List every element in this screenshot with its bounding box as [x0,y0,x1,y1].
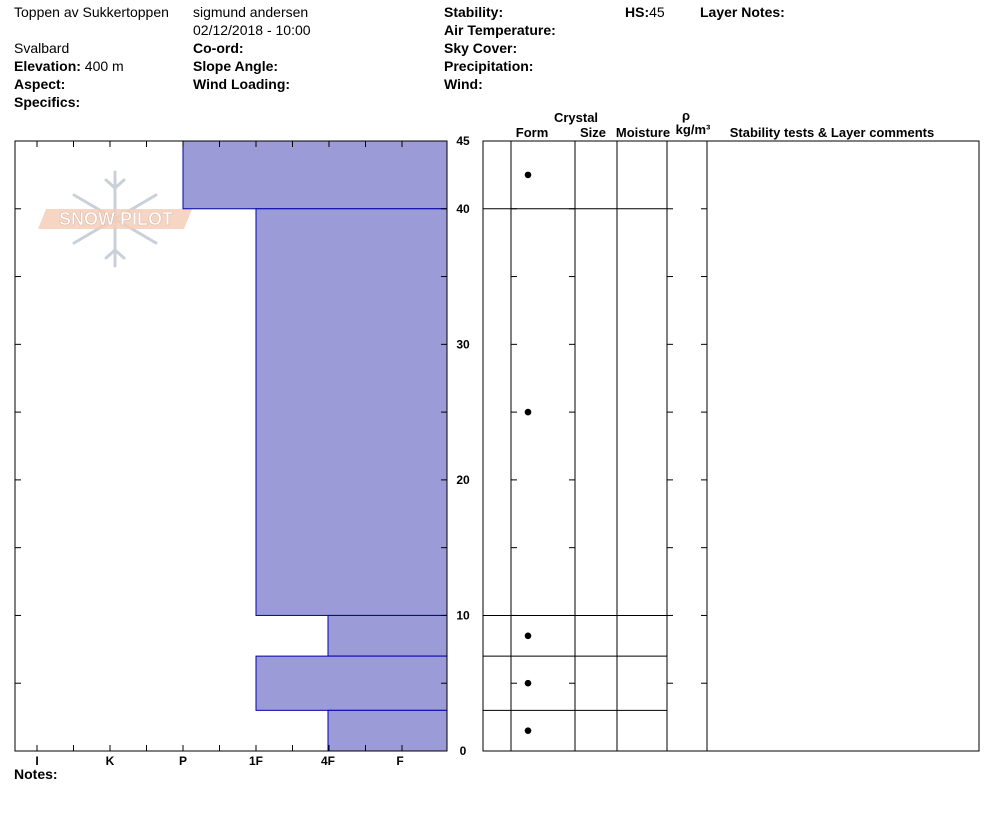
aspect-label: Aspect: [14,76,66,92]
precipitation-label: Precipitation: [444,58,534,74]
wind-label: Wind: [444,76,483,92]
hs-row: HS:45 [625,4,665,20]
elevation-row: Elevation: 400 m [14,58,124,74]
hardness-label: P [179,754,187,768]
observer-name: sigmund andersen [193,4,309,20]
height-axis-labels: 0 10 20 30 40 45 [456,134,470,758]
hs-value: 45 [649,4,665,20]
logo-banner [38,209,192,229]
elevation-label: Elevation: [14,58,81,74]
density-unit-header: kg/m³ [676,122,711,137]
left-height-ticks [15,140,447,684]
moisture-header: Moisture [616,125,670,140]
top-hardness-ticks [36,141,403,751]
hardness-layer [255,208,448,616]
crystal-header: Crystal [554,110,598,125]
crystal-form-mark [524,632,532,640]
layer-table-lines [483,140,708,751]
height-label: 0 [460,744,467,758]
height-label: 40 [456,202,470,216]
hardness-layer [327,709,448,752]
layer-table-ticks [511,140,707,684]
stability-label: Stability: [444,4,504,20]
comments-header: Stability tests & Layer comments [730,125,934,140]
crystal-form-mark [524,679,532,687]
hardness-axis-labels: I K P 1F 4F F [35,754,403,768]
hardness-plot-frame [14,140,448,752]
layer-table-frame [482,140,980,752]
hardness-layer [327,614,448,657]
crystal-form-mark [524,408,532,416]
size-header: Size [580,125,606,140]
crystal-form-marks [524,171,532,734]
hardness-layer [255,655,448,711]
crystal-form-mark [524,171,532,179]
elevation-value: 400 m [84,58,124,74]
density-symbol: ρ [682,108,690,123]
hardness-layer [182,140,448,210]
notes-label: Notes: [14,766,58,782]
height-label: 10 [456,608,470,622]
logo-text: SNOW PILOT [59,209,173,229]
hardness-label: 4F [321,754,335,768]
location-name: Toppen av Sukkertoppen [14,4,169,20]
hardness-label: I [35,754,38,768]
slope-angle-label: Slope Angle: [193,58,279,74]
height-label: 30 [456,337,470,351]
sky-cover-label: Sky Cover: [444,40,518,56]
hardness-label: 1F [249,754,263,768]
layer-notes-label: Layer Notes: [700,4,785,20]
hs-label: HS: [625,4,650,20]
observation-datetime: 02/12/2018 - 10:00 [193,22,311,38]
air-temperature-label: Air Temperature: [444,22,556,38]
height-label: 20 [456,473,470,487]
crystal-form-mark [524,727,532,734]
height-label: 45 [456,134,470,148]
specifics-label: Specifics: [14,94,81,110]
region-name: Svalbard [14,40,70,56]
hardness-layers [182,140,448,752]
wind-loading-label: Wind Loading: [193,76,291,92]
hardness-label: F [396,754,403,768]
form-header: Form [516,125,549,140]
snowpilot-logo: SNOW PILOT [38,170,192,268]
coord-label: Co-ord: [193,40,244,56]
hardness-label: K [106,754,115,768]
